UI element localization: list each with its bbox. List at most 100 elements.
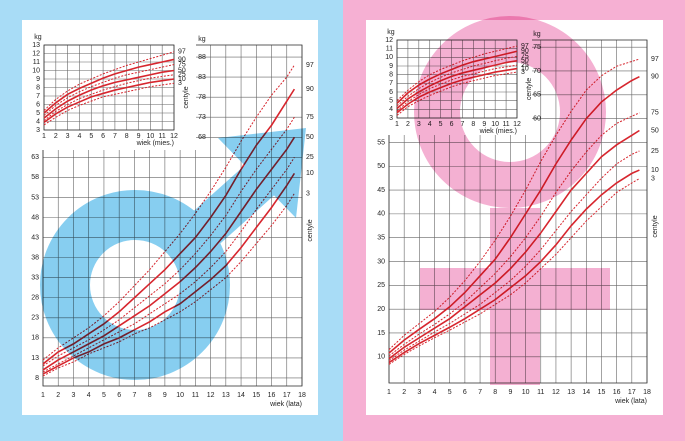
percentile-line [388,178,640,365]
x-tick-label: 7 [461,121,465,128]
y-tick-label: 6 [36,101,40,108]
x-tick-label: 8 [148,392,152,399]
x-tick-label: 8 [471,121,475,128]
percentile-label: 50 [306,134,314,141]
y-tick-label: 28 [31,295,39,302]
y-tick-label: 12 [32,50,40,57]
y-tick-label: 9 [36,76,40,83]
percentile-label: 75 [178,61,186,68]
x-tick-label: 9 [482,121,486,128]
x-tick-label: 10 [146,133,154,140]
x-tick-label: 18 [643,389,651,396]
y2-tick-label: 60 [533,115,541,122]
y-tick-label: 25 [377,282,385,289]
x-tick-label: 14 [582,389,590,396]
x-tick-label: 6 [463,389,467,396]
x-tick-label: 3 [417,389,421,396]
x-tick-label: 12 [207,392,215,399]
percentile-line [43,51,175,111]
x-tick-label: 17 [283,392,291,399]
y-tick-label: 58 [31,174,39,181]
y-tick-label: 8 [35,375,39,382]
percentile-label: 10 [306,170,314,177]
y-tick-label: 48 [31,214,39,221]
y-tick-label: 45 [377,187,385,194]
y-tick-label: 11 [33,59,40,66]
x-tick-label: 7 [132,392,136,399]
male-arrow-head [218,128,306,218]
x-axis-label: wiek (mies.) [136,140,174,147]
y-tick-label: 10 [377,354,385,361]
y-tick-label: 3 [389,115,393,122]
percentile-label: 50 [651,127,659,134]
x-tick-label: 3 [66,133,70,140]
percentile-label: 25 [521,62,529,69]
percentile-line [43,82,175,126]
x-tick-label: 6 [117,392,121,399]
x-tick-label: 16 [613,389,621,396]
x-tick-label: 2 [402,389,406,396]
y-tick-label: 20 [377,306,385,313]
percentile-line [43,58,175,114]
y2-tick-label: 78 [198,94,206,101]
x-tick-label: 1 [387,389,391,396]
x-tick-label: 3 [72,392,76,399]
x-axis-label: wiek (lata) [269,401,302,408]
percentile-axis-label: centyle [183,86,190,108]
y2-axis-label: kg [198,36,206,43]
x-tick-label: 11 [502,121,509,128]
x-tick-label: 1 [42,133,46,140]
y2-tick-label: 68 [198,134,206,141]
y-tick-label: 63 [31,154,39,161]
percentile-label: 75 [306,114,314,121]
x-tick-label: 11 [192,392,199,399]
x-tick-label: 1 [41,392,45,399]
x-tick-label: 5 [448,389,452,396]
x-tick-label: 15 [252,392,260,399]
y2-tick-label: 88 [198,54,206,61]
x-tick-label: 12 [513,121,521,128]
x-tick-label: 16 [268,392,276,399]
x-tick-label: 10 [176,392,184,399]
x-tick-label: 4 [78,133,82,140]
percentile-label: 3 [651,175,655,182]
y-tick-label: 4 [36,118,40,125]
percentile-line [43,64,175,116]
y-tick-label: 8 [389,72,393,79]
x-tick-label: 10 [491,121,499,128]
x-tick-label: 2 [56,392,60,399]
percentile-line [388,150,640,362]
x-axis-label: wiek (lata) [614,398,647,405]
plot-frame [43,44,175,131]
female-ring [414,16,606,208]
x-tick-label: 4 [433,389,437,396]
y-tick-label: 43 [31,234,39,241]
percentile-label: 90 [178,56,186,63]
x-tick-label: 13 [567,389,575,396]
y-tick-label: 6 [389,89,393,96]
percentile-label: 3 [178,80,182,87]
y-tick-label: 13 [32,42,40,49]
inset-background [22,20,196,150]
y-tick-label: 5 [389,98,393,105]
x-tick-label: 7 [478,389,482,396]
y-tick-label: 8 [36,84,40,91]
percentile-axis-label: centyle [652,215,659,237]
percentile-axis-label: centyle [307,219,314,241]
y-tick-label: 50 [377,163,385,170]
x-tick-label: 9 [137,133,141,140]
y-tick-label: 4 [389,106,393,113]
y-tick-label: 12 [385,37,393,44]
y-tick-label: 10 [32,67,40,74]
percentile-label: 90 [306,86,314,93]
y-tick-label: 40 [377,211,385,218]
y-tick-label: 18 [31,335,39,342]
y2-tick-label: 83 [198,74,206,81]
x-tick-label: 14 [237,392,245,399]
percentile-label: 25 [651,148,659,155]
percentile-line [42,157,295,373]
x-tick-label: 5 [102,392,106,399]
percentile-axis-label: centyle [526,78,533,100]
